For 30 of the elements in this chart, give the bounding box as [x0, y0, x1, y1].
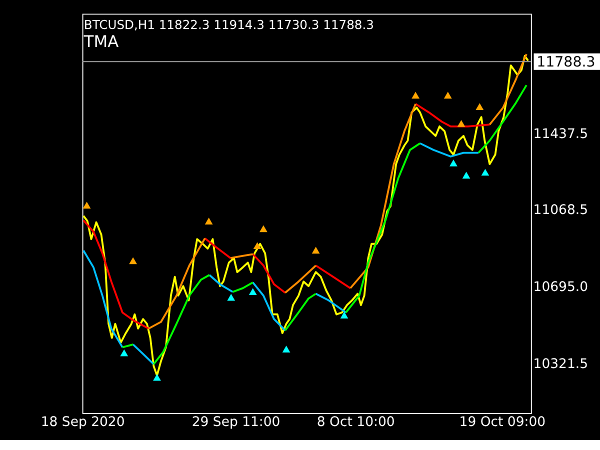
text: TMA: [82, 32, 119, 51]
x-tick-label: 19 Oct 09:00: [459, 414, 546, 430]
point: [282, 346, 290, 352]
point: [227, 294, 236, 301]
point: [312, 246, 320, 254]
y-tick-label: 10695.0: [533, 280, 588, 296]
y-tick-label: 11068.5: [533, 203, 588, 218]
point: [457, 120, 466, 127]
point: [82, 202, 91, 209]
point: [204, 218, 213, 225]
chart-title: BTCUSD,H1 11822.3 11914.3 11730.3 11788.3: [84, 18, 374, 32]
point: [120, 349, 128, 356]
x-tick-label: 29 Sep 11:00: [192, 414, 280, 430]
y-tick-label: 11437.5: [533, 127, 588, 142]
point: [476, 103, 484, 110]
ref-line-label: 11788.3: [536, 54, 596, 70]
point: [462, 172, 470, 179]
x-tick-label: 18 Sep 2020: [40, 414, 125, 430]
point: [248, 288, 257, 295]
y-tick-label: 10321.5: [533, 357, 588, 372]
point: [444, 92, 452, 99]
point: [253, 242, 262, 250]
point: [481, 168, 490, 176]
point: [450, 160, 458, 166]
point: [129, 257, 137, 264]
point: [153, 374, 161, 381]
point: [340, 312, 348, 318]
x-tick-label: 8 Oct 10:00: [316, 414, 395, 430]
point: [412, 92, 420, 99]
point: [259, 225, 268, 232]
